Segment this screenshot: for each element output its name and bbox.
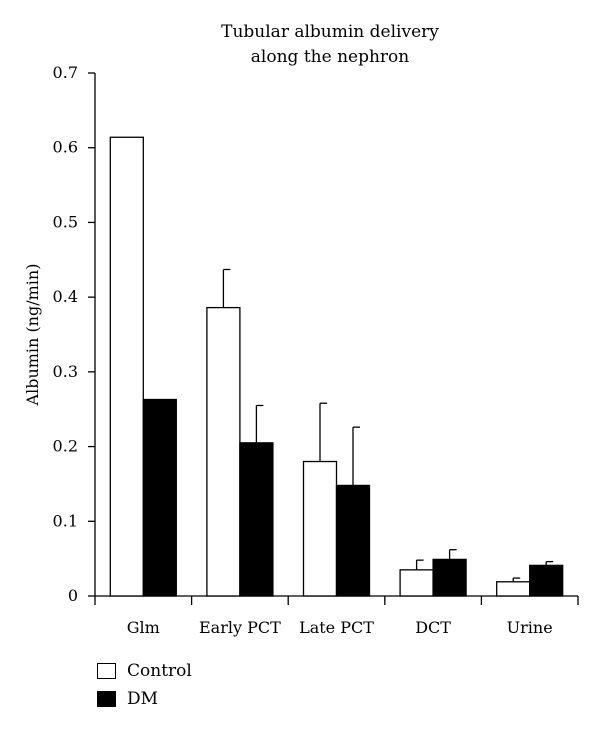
bar-control-late-pct <box>302 460 338 597</box>
y-tick-label: 0.3 <box>53 362 78 381</box>
y-axis-label: Albumin (ng/min) <box>23 264 42 407</box>
chart-title-line-1: Tubular albumin delivery <box>221 22 439 42</box>
legend-item-control: Control <box>97 661 192 681</box>
bar-dm-urine <box>529 564 564 597</box>
x-tick-label: Glm <box>127 618 160 637</box>
bar-control-early-pct <box>206 306 241 597</box>
x-tick-label: Urine <box>507 618 553 637</box>
y-tick-label: 0.2 <box>53 437 78 456</box>
y-tick-label: 0.4 <box>53 287 78 306</box>
x-tick-label: DCT <box>415 618 451 637</box>
bar-dm-glm <box>142 398 177 597</box>
legend-label-control: Control <box>127 661 192 681</box>
y-tick-label: 0.1 <box>53 511 78 530</box>
x-tick-label: Early PCT <box>199 618 281 637</box>
chart-title-line-2: along the nephron <box>250 47 410 67</box>
bar-dm-early-pct <box>239 442 274 597</box>
legend-swatch-control <box>97 663 116 679</box>
y-tick-label: 0.7 <box>53 63 78 82</box>
legend-label-dm: DM <box>127 689 159 709</box>
legend-item-dm: DM <box>97 689 158 709</box>
bar-dm-late-pct <box>335 484 371 597</box>
y-tick-label: 0.6 <box>53 138 78 157</box>
bar-dm-dct <box>432 558 467 597</box>
x-tick-label: Late PCT <box>299 618 374 637</box>
y-tick-label: 0.5 <box>53 212 78 231</box>
bar-control-urine <box>496 581 531 597</box>
y-tick-label: 0 <box>68 586 78 605</box>
bar-control-dct <box>399 569 434 597</box>
legend-swatch-dm <box>97 691 116 707</box>
bar-control-glm <box>109 136 144 597</box>
